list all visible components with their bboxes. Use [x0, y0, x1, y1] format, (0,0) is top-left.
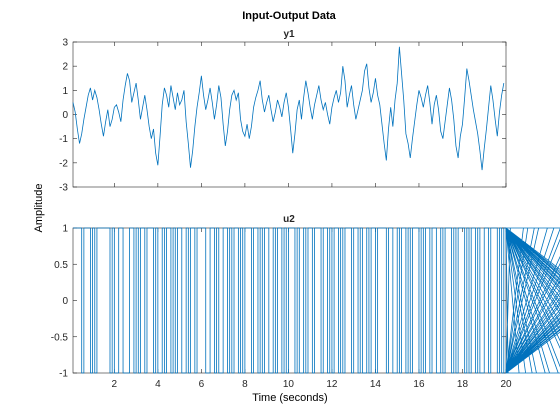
x-tick-label: 4 — [155, 379, 161, 390]
series-line-u2 — [73, 227, 560, 374]
x-tick-label: 12 — [326, 379, 338, 390]
y-tick-label: 1 — [62, 224, 68, 235]
y-tick-label: -2 — [59, 158, 68, 169]
y-tick-label: 0.5 — [54, 260, 68, 271]
x-tick-label: 8 — [242, 379, 248, 390]
y-tick-label: -1 — [59, 134, 68, 145]
x-tick-label: 18 — [457, 379, 469, 390]
subplot-title-u2: u2 — [283, 214, 295, 225]
y-tick-label: 3 — [62, 38, 68, 49]
axes-y1: y1 -3 -2 -1 0 1 2 3 — [59, 29, 507, 194]
x-tick-label: 16 — [413, 379, 425, 390]
y-tick-label: 0 — [62, 110, 68, 121]
y-axis-label: Amplitude — [33, 184, 45, 233]
x-tick-label: 14 — [370, 379, 382, 390]
x-tick-label: 6 — [199, 379, 205, 390]
y-tick-label: -3 — [59, 183, 68, 194]
x-tick-label: 10 — [283, 379, 295, 390]
x-tick-label: 2 — [112, 379, 118, 390]
axes-u2: u2 2 4 6 8 10 12 14 16 18 20 -1 -0.5 0 0.5 1 — [51, 214, 560, 390]
x-axis-label: Time (seconds) — [252, 392, 327, 404]
y-tick-label: 1 — [62, 86, 68, 97]
y-tick-label: 0 — [62, 296, 68, 307]
y-tick-label: 2 — [62, 62, 68, 73]
y-tick-label: -0.5 — [51, 332, 69, 343]
x-tick-label: 20 — [500, 379, 512, 390]
figure-title: Input-Output Data — [242, 10, 336, 22]
y-tick-label: -1 — [59, 369, 68, 380]
subplot-title-y1: y1 — [283, 29, 295, 40]
series-line-y1 — [72, 46, 505, 171]
